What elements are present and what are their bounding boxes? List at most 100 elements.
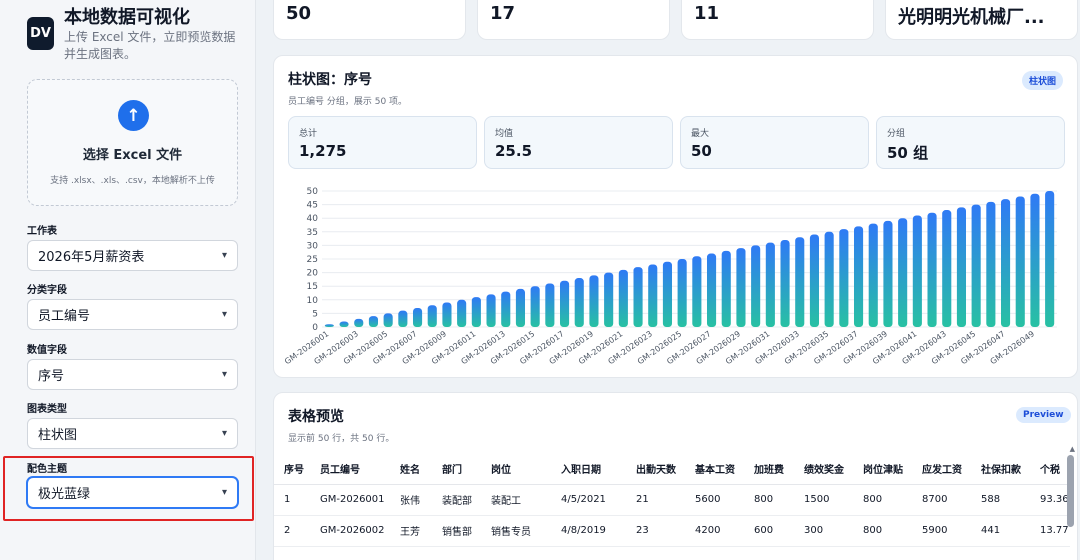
table-cell: GM-2026001 — [310, 484, 390, 516]
stat-value: 50 — [691, 142, 712, 160]
chevron-down-icon: ▾ — [221, 250, 227, 261]
bar-chart: 05101520253035404550GM-2026001GM-2026003… — [283, 187, 1057, 366]
table-cell: 装配部 — [432, 484, 481, 516]
column-header: 入职日期 — [551, 453, 626, 485]
bar — [824, 231, 834, 327]
bar — [589, 275, 599, 327]
table-cell: 800 — [853, 515, 912, 547]
bar — [530, 286, 540, 327]
bar — [368, 316, 379, 327]
scroll-up-icon[interactable]: ▲ — [1069, 445, 1075, 453]
table-subtitle: 显示前 50 行，共 50 行。 — [288, 434, 395, 444]
kpi-value: 光明明光机械厂... — [898, 7, 1045, 28]
bar — [765, 242, 775, 327]
column-header: 部门 — [432, 453, 481, 485]
table-title: 表格预览 — [288, 409, 344, 425]
bar — [971, 204, 981, 327]
data-table: 序号 员工编号 姓名 部门 岗位 入职日期 出勤天数 基本工资 加班费 绩效奖金… — [274, 453, 1070, 547]
app-logo: DV — [27, 17, 54, 50]
table-cell: 441 — [971, 515, 1030, 547]
stat-value: 50 组 — [887, 144, 929, 162]
bar — [501, 291, 511, 327]
category-field-select[interactable]: 员工编号 ▾ — [27, 299, 238, 330]
stat-label: 分组 — [887, 129, 906, 139]
bar — [618, 269, 628, 327]
chart-card: 柱状图：序号 员工编号 分组，展示 50 项。 柱状图 总计 1,275 均值 … — [273, 55, 1078, 378]
column-header: 岗位津贴 — [853, 453, 912, 485]
bar — [721, 250, 731, 327]
kpi-value: 17 — [490, 3, 516, 24]
bar — [839, 229, 849, 327]
sheet-select[interactable]: 2026年5月薪资表 ▾ — [27, 240, 238, 271]
bar — [662, 261, 673, 327]
chevron-down-icon: ▾ — [221, 487, 227, 498]
bar — [398, 310, 408, 327]
bar — [515, 288, 526, 327]
chevron-down-icon: ▾ — [221, 369, 227, 380]
bar — [912, 215, 922, 327]
table-cell: 588 — [971, 484, 1030, 516]
bar — [1000, 199, 1011, 327]
bar — [898, 218, 908, 327]
column-header: 出勤天数 — [626, 453, 685, 485]
stat-value: 1,275 — [299, 142, 347, 160]
bar — [442, 302, 452, 327]
chart-type-select[interactable]: 柱状图 ▾ — [27, 418, 238, 449]
y-tick-label: 10 — [307, 296, 319, 306]
bar — [883, 220, 893, 327]
column-header: 岗位 — [481, 453, 551, 485]
table-cell: 王芳 — [390, 515, 432, 547]
table-scrollbar[interactable] — [1067, 455, 1074, 527]
preview-badge: Preview — [1016, 407, 1071, 423]
color-theme-label: 配色主题 — [27, 464, 67, 475]
value-field-value: 序号 — [38, 369, 65, 384]
table-cell: 销售部 — [432, 515, 481, 547]
bar — [604, 272, 614, 327]
y-tick-label: 50 — [307, 187, 319, 197]
bar — [956, 207, 967, 327]
bar — [942, 210, 952, 327]
kpi-card-numeric: 11 — [681, 0, 874, 40]
bar — [412, 307, 423, 327]
column-header: 社保扣款 — [971, 453, 1030, 485]
bar — [677, 259, 687, 327]
table-cell: 600 — [744, 515, 794, 547]
bar — [339, 321, 349, 327]
table-cell: GM-2026002 — [310, 515, 390, 547]
bar — [648, 264, 658, 327]
file-upload-dropzone[interactable]: ↑ 选择 Excel 文件 支持 .xlsx、.xls、.csv，本地解析不上传 — [27, 79, 238, 206]
value-field-select[interactable]: 序号 ▾ — [27, 359, 238, 390]
bar — [471, 297, 481, 327]
kpi-card-text: 光明明光机械厂... — [885, 0, 1078, 40]
bar — [427, 305, 437, 327]
upload-arrow-icon[interactable]: ↑ — [118, 100, 149, 131]
chart-subtitle: 员工编号 分组，展示 50 项。 — [288, 97, 408, 107]
bar — [633, 267, 643, 327]
column-header: 姓名 — [390, 453, 432, 485]
chart-type-value: 柱状图 — [38, 428, 78, 443]
bar — [354, 318, 364, 327]
table-cell: 21 — [626, 484, 685, 516]
bar — [574, 278, 584, 327]
bar — [1045, 191, 1055, 327]
highlight-box — [3, 456, 254, 521]
table-row: 2 GM-2026002 王芳 销售部 销售专员 4/8/2019 23 420… — [274, 515, 1070, 547]
table-cell: 4/5/2021 — [551, 484, 626, 516]
y-tick-label: 15 — [307, 282, 318, 292]
color-theme-select[interactable]: 极光蓝绿 ▾ — [27, 477, 238, 508]
table-cell: 5900 — [912, 515, 971, 547]
stat-label: 最大 — [691, 129, 710, 139]
stat-total: 总计 1,275 — [288, 116, 477, 169]
table-cell: 销售专员 — [481, 515, 551, 547]
column-header: 绩效奖金 — [794, 453, 853, 485]
bar — [545, 283, 555, 327]
table-cell: 13.77 — [1030, 515, 1070, 547]
table-cell: 2 — [274, 515, 310, 547]
bar — [706, 253, 717, 327]
sidebar: DV 本地数据可视化 上传 Excel 文件，立即预览数据并生成图表。 ↑ 选择… — [0, 0, 256, 560]
y-tick-label: 30 — [307, 241, 319, 251]
table-cell: 1 — [274, 484, 310, 516]
bar — [1015, 196, 1025, 327]
table-cell: 800 — [744, 484, 794, 516]
kpi-value: 50 — [286, 3, 312, 24]
